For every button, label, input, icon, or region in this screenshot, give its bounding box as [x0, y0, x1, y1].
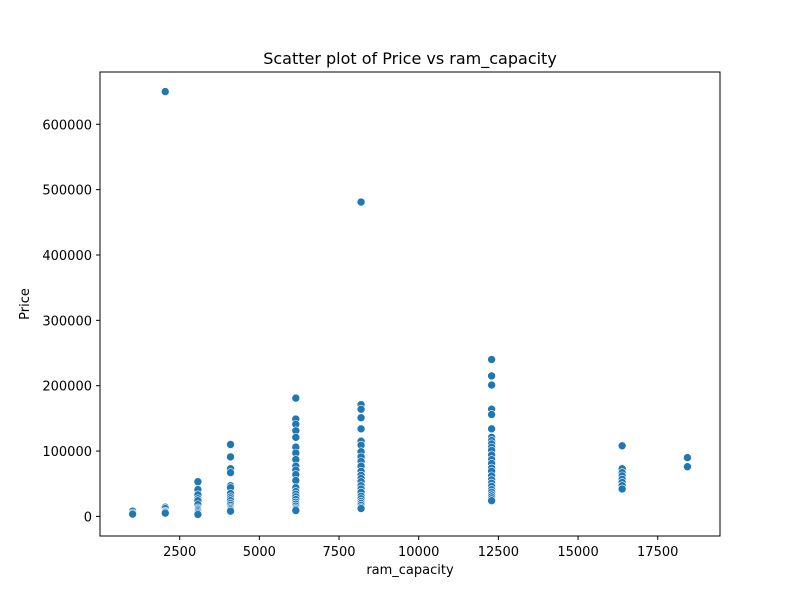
data-point: [291, 433, 301, 442]
data-point: [226, 440, 235, 449]
y-tick-label: 300000: [42, 314, 92, 329]
y-tick-label: 400000: [42, 249, 92, 264]
y-tick-label: 200000: [42, 380, 92, 395]
data-point: [291, 393, 301, 403]
data-point: [226, 452, 235, 462]
data-point: [226, 468, 235, 477]
data-point: [356, 404, 366, 414]
x-tick-label: 10000: [398, 545, 439, 560]
x-axis-ticks: 2500 5000 7500 10000 12500 15000 17500: [163, 536, 678, 560]
data-point: [356, 197, 366, 207]
data-point: [291, 506, 301, 515]
data-point: [160, 87, 170, 96]
data-point: [487, 380, 496, 390]
y-tick-label: 0: [84, 510, 92, 525]
data-point: [617, 484, 627, 494]
data-point: [193, 510, 203, 519]
plot-frame: [99, 71, 721, 537]
data-point: [487, 424, 496, 434]
y-tick-label: 500000: [42, 184, 92, 199]
x-tick-label: 2500: [163, 545, 196, 560]
data-point: [487, 410, 496, 419]
y-tick-label: 600000: [42, 118, 92, 133]
data-point: [487, 496, 496, 506]
data-point: [683, 462, 692, 472]
y-axis-ticks: 0 100000 200000 300000 400000 500000 600000: [42, 118, 100, 525]
x-tick-label: 5000: [243, 545, 276, 560]
x-axis-label: ram_capacity: [366, 563, 454, 578]
x-tick-label: 17500: [637, 545, 678, 560]
data-point: [617, 441, 627, 451]
data-point: [487, 355, 496, 364]
data-points: [128, 87, 692, 519]
data-point: [160, 508, 170, 518]
data-point: [193, 477, 203, 487]
data-point: [683, 453, 692, 462]
data-point: [356, 504, 366, 513]
x-tick-label: 7500: [322, 545, 355, 560]
data-point: [128, 509, 137, 519]
y-tick-label: 100000: [42, 445, 92, 460]
data-point: [487, 371, 496, 381]
data-point: [356, 424, 366, 434]
data-point: [226, 506, 235, 516]
x-tick-label: 15000: [557, 545, 598, 560]
x-tick-label: 12500: [478, 545, 519, 560]
y-axis-label: Price: [18, 288, 33, 320]
chart-title: Scatter plot of Price vs ram_capacity: [263, 49, 557, 69]
data-point: [356, 413, 366, 423]
data-point: [291, 476, 301, 485]
